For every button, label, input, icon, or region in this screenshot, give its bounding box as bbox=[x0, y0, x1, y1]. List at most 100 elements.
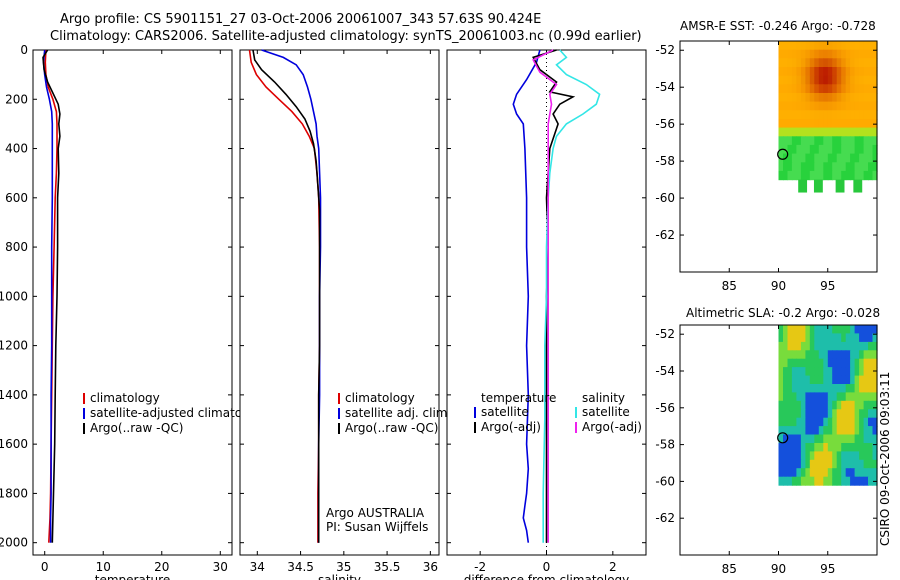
sla_map-cell bbox=[827, 350, 833, 360]
sst_map-cell bbox=[863, 170, 869, 181]
sla_map-cell bbox=[814, 375, 820, 385]
sst_map-cell bbox=[800, 58, 806, 68]
sla_map-cell bbox=[854, 426, 860, 436]
sla_map-cell bbox=[809, 325, 815, 334]
sst_map-cell bbox=[796, 153, 802, 163]
sla_map-cell bbox=[850, 400, 856, 410]
sst_map-cell bbox=[809, 170, 815, 181]
sst_map-cell bbox=[814, 136, 820, 146]
sla_map-cell bbox=[854, 468, 860, 478]
sst_map-cell bbox=[832, 162, 838, 172]
sst_map-cell bbox=[850, 144, 856, 155]
sst_map-cell bbox=[845, 127, 851, 137]
sla_map-cell bbox=[818, 384, 824, 393]
sst_map-cell bbox=[854, 153, 860, 163]
sla_map-cell bbox=[827, 400, 833, 410]
sla_map-cell bbox=[872, 400, 878, 410]
sla_map-cell bbox=[841, 451, 847, 461]
sst_map-cell bbox=[845, 119, 851, 129]
sla_map-cell bbox=[863, 392, 869, 402]
sst_map-cell bbox=[872, 58, 878, 68]
sst_map-cell bbox=[868, 58, 874, 68]
sla_map-cell bbox=[787, 384, 793, 393]
sst_map-cell bbox=[783, 93, 789, 103]
sst_map-cell bbox=[791, 136, 797, 146]
sst_map-cell bbox=[783, 84, 789, 94]
sla_map-cell bbox=[787, 400, 793, 410]
sst_map-cell bbox=[854, 110, 860, 120]
sla_map-cell bbox=[850, 417, 856, 427]
sst_map-cell bbox=[845, 136, 851, 146]
sst_map-cell bbox=[836, 58, 842, 68]
sla_map-cell bbox=[845, 350, 851, 360]
sst_map-cell bbox=[809, 67, 815, 77]
sla_map-cell bbox=[814, 443, 820, 452]
sla_map-cell bbox=[823, 325, 829, 334]
sla_map-cell bbox=[791, 417, 797, 427]
sst_map-cell bbox=[832, 153, 838, 163]
sst_map-cell bbox=[868, 127, 874, 137]
sla_map-cell bbox=[814, 392, 820, 402]
sla_map-cell bbox=[859, 443, 865, 452]
sla_map-cell bbox=[783, 400, 789, 410]
sla_map-cell bbox=[836, 325, 842, 334]
sla_map-cell bbox=[791, 384, 797, 393]
sla_map-xtick-label: 85 bbox=[722, 562, 737, 576]
sst_map-cell bbox=[827, 110, 833, 120]
sst_map-cell bbox=[859, 127, 865, 137]
sla_map-cell bbox=[850, 451, 856, 461]
temperature-legend-swatch bbox=[83, 408, 85, 419]
sst_map-cell bbox=[868, 170, 874, 181]
sla_map-cell bbox=[823, 350, 829, 360]
sst_map-cell bbox=[832, 144, 838, 155]
sst_map-cell bbox=[845, 153, 851, 163]
sla_map-cell bbox=[791, 476, 797, 486]
sla_map-cell bbox=[859, 451, 865, 461]
sla_map-cell bbox=[814, 333, 820, 343]
sla_map-cell bbox=[832, 367, 838, 377]
sst_map-cell bbox=[809, 75, 815, 85]
temperature-ytick-label: 2000 bbox=[0, 536, 28, 550]
sst-edge-cell bbox=[813, 179, 823, 193]
sla_map-cell bbox=[800, 468, 806, 478]
sla_map-cell bbox=[850, 333, 856, 343]
sla_map-cell bbox=[868, 367, 874, 377]
sla_map-cell bbox=[787, 350, 793, 360]
sla_map-cell bbox=[872, 434, 878, 444]
sla_map-cell bbox=[778, 451, 784, 461]
sst_map-cell bbox=[823, 144, 829, 155]
sla_map-cell bbox=[863, 426, 869, 436]
sst_map-cell bbox=[854, 136, 860, 146]
sst_map-cell bbox=[854, 170, 860, 181]
sst_map-cell bbox=[791, 162, 797, 172]
sst_map-ytick-label: -58 bbox=[655, 154, 675, 168]
sla_map-cell bbox=[818, 392, 824, 402]
salinity-legend-swatch bbox=[338, 393, 340, 404]
sst_map-cell bbox=[778, 93, 784, 103]
sla_map-cell bbox=[836, 350, 842, 360]
sst_map-cell bbox=[791, 84, 797, 94]
sst_map-cell bbox=[836, 93, 842, 103]
sst_map-cell bbox=[800, 93, 806, 103]
sla_map-cell bbox=[863, 341, 869, 351]
sst_map-cell bbox=[859, 41, 865, 51]
sst_map-cell bbox=[778, 101, 784, 111]
sst_map-cell bbox=[872, 67, 878, 77]
sla_map-cell bbox=[796, 341, 802, 351]
temperature-xtick-label: 0 bbox=[41, 560, 49, 574]
sst_map-cell bbox=[778, 58, 784, 68]
sst_map-cell bbox=[823, 162, 829, 172]
sla_map-cell bbox=[827, 451, 833, 461]
sla_map-cell bbox=[845, 476, 851, 486]
temperature-ytick-label: 200 bbox=[5, 92, 28, 106]
sst_map-cell bbox=[809, 153, 815, 163]
sla_map-cell bbox=[805, 341, 811, 351]
sla_map-cell bbox=[841, 409, 847, 419]
sla_map-cell bbox=[823, 451, 829, 461]
sla_map-cell bbox=[805, 451, 811, 461]
sla_map-cell bbox=[805, 350, 811, 360]
sla_map-cell bbox=[796, 409, 802, 419]
sst_map-cell bbox=[809, 127, 815, 137]
difference-xtick-label: 2 bbox=[609, 560, 617, 574]
sla_map-cell bbox=[800, 443, 806, 452]
